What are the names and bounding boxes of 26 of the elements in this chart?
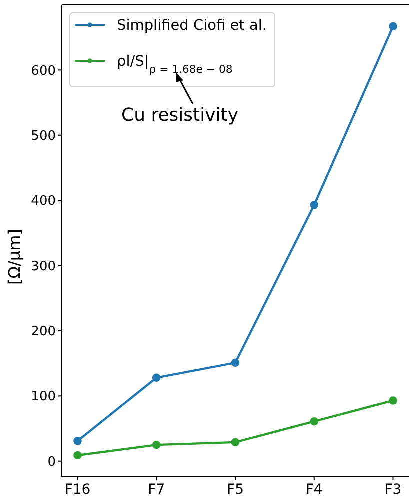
y-tick-label: 400 xyxy=(31,194,56,210)
x-tick-label: F16 xyxy=(64,482,91,498)
legend-label: Simplified Ciofi et al. xyxy=(117,18,267,34)
point xyxy=(389,396,398,405)
annotation: Cu resistivity xyxy=(122,105,239,126)
x-tick-label: F5 xyxy=(227,482,244,498)
x-tick-label: F7 xyxy=(148,482,166,498)
point xyxy=(152,374,161,382)
point xyxy=(152,440,161,450)
y-tick-label: 600 xyxy=(31,64,56,79)
y-tick-label: 300 xyxy=(31,259,56,274)
point xyxy=(389,22,398,31)
point xyxy=(74,437,82,446)
legend-label: ρl/S|$_{ρ = 1.68e − 08}$ xyxy=(117,54,233,76)
point xyxy=(231,438,240,447)
point xyxy=(74,451,82,460)
y-axis-title: [Ω/μm] xyxy=(5,229,24,285)
x-tick-label: F3 xyxy=(384,482,402,498)
y-tick-label: 100 xyxy=(31,390,56,405)
y-tick-label: 500 xyxy=(31,128,56,144)
point xyxy=(310,201,319,210)
y-tick-label: 0 xyxy=(48,454,56,470)
y-tick-label: 200 xyxy=(31,324,56,340)
point xyxy=(231,358,240,368)
x-tick-label: F4 xyxy=(306,482,323,498)
point xyxy=(310,417,319,426)
